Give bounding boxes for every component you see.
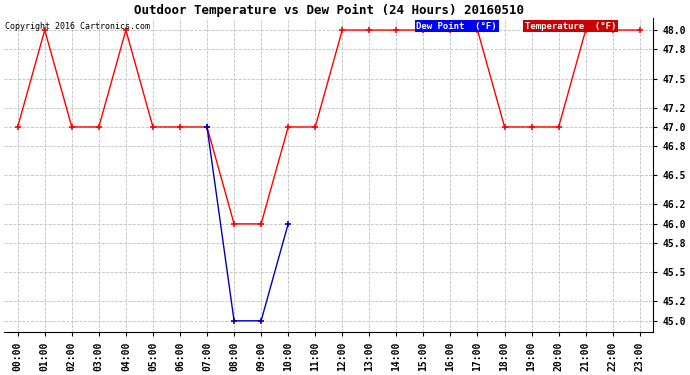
Text: Temperature  (°F): Temperature (°F) xyxy=(525,21,616,30)
Title: Outdoor Temperature vs Dew Point (24 Hours) 20160510: Outdoor Temperature vs Dew Point (24 Hou… xyxy=(134,4,524,17)
Text: Copyright 2016 Cartronics.com: Copyright 2016 Cartronics.com xyxy=(6,21,150,30)
Text: Dew Point  (°F): Dew Point (°F) xyxy=(416,21,497,30)
